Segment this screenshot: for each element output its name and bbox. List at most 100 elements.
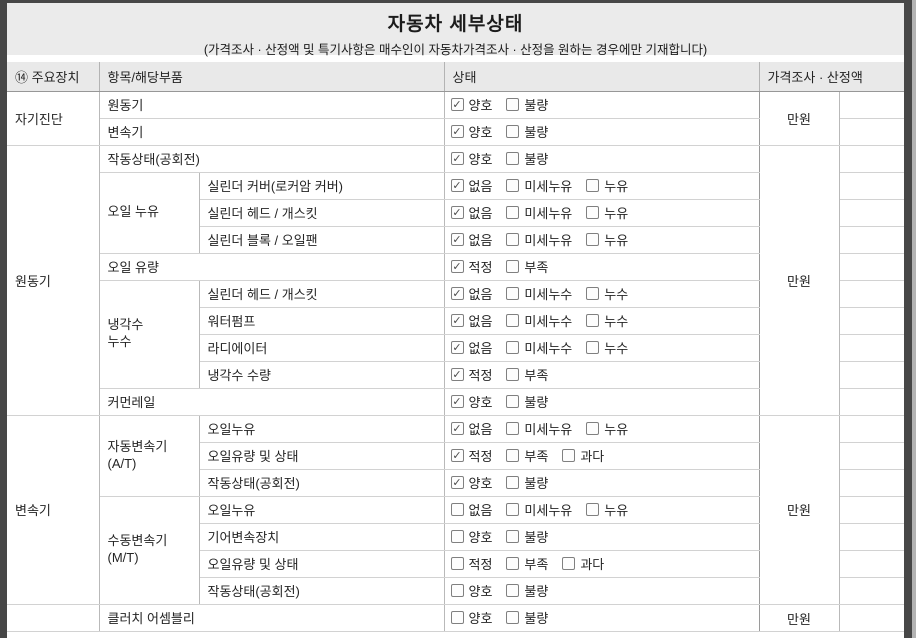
checkbox-unchecked-icon[interactable]: [506, 449, 520, 462]
checkbox-unchecked-icon[interactable]: [450, 530, 464, 543]
checkbox-checked-icon[interactable]: ✓: [450, 260, 464, 273]
checkbox-unchecked-icon[interactable]: [506, 611, 520, 624]
status-option[interactable]: ✓ 양호: [450, 149, 492, 168]
status-option[interactable]: 과다: [562, 446, 604, 465]
status-option[interactable]: 미세누유: [506, 419, 572, 438]
status-option[interactable]: 누수: [586, 284, 628, 303]
checkbox-unchecked-icon[interactable]: [506, 287, 520, 300]
status-option[interactable]: 양호: [450, 608, 492, 627]
checkbox-unchecked-icon[interactable]: [506, 422, 520, 435]
status-option[interactable]: 누유: [586, 176, 628, 195]
status-option[interactable]: 부족: [506, 554, 548, 573]
status-option[interactable]: 불량: [506, 473, 548, 492]
checkbox-unchecked-icon[interactable]: [506, 503, 520, 516]
status-option[interactable]: ✓ 양호: [450, 95, 492, 114]
status-option[interactable]: 불량: [506, 122, 548, 141]
checkbox-unchecked-icon[interactable]: [506, 584, 520, 597]
checkbox-unchecked-icon[interactable]: [506, 206, 520, 219]
status-option[interactable]: ✓ 양호: [450, 473, 492, 492]
checkbox-unchecked-icon[interactable]: [506, 260, 520, 273]
checkbox-unchecked-icon[interactable]: [506, 368, 520, 381]
checkbox-unchecked-icon[interactable]: [506, 341, 520, 354]
checkbox-unchecked-icon[interactable]: [562, 449, 576, 462]
status-option[interactable]: ✓ 양호: [450, 122, 492, 141]
status-option[interactable]: ✓ 적정: [450, 257, 492, 276]
status-option[interactable]: 불량: [506, 392, 548, 411]
status-option[interactable]: ✓ 없음: [450, 230, 492, 249]
status-option[interactable]: ✓ 없음: [450, 311, 492, 330]
status-option[interactable]: 누유: [586, 203, 628, 222]
checkbox-checked-icon[interactable]: ✓: [450, 368, 464, 381]
status-option[interactable]: 부족: [506, 365, 548, 384]
checkbox-unchecked-icon[interactable]: [586, 179, 600, 192]
checkbox-unchecked-icon[interactable]: [586, 503, 600, 516]
status-option[interactable]: ✓ 없음: [450, 203, 492, 222]
status-option[interactable]: ✓ 없음: [450, 419, 492, 438]
checkbox-checked-icon[interactable]: ✓: [450, 287, 464, 300]
checkbox-unchecked-icon[interactable]: [506, 233, 520, 246]
checkbox-unchecked-icon[interactable]: [506, 395, 520, 408]
checkbox-unchecked-icon[interactable]: [506, 152, 520, 165]
status-option[interactable]: ✓ 없음: [450, 338, 492, 357]
checkbox-unchecked-icon[interactable]: [586, 233, 600, 246]
status-option[interactable]: ✓ 없음: [450, 176, 492, 195]
status-option[interactable]: 부족: [506, 446, 548, 465]
checkbox-unchecked-icon[interactable]: [450, 584, 464, 597]
checkbox-checked-icon[interactable]: ✓: [450, 314, 464, 327]
checkbox-checked-icon[interactable]: ✓: [450, 449, 464, 462]
checkbox-checked-icon[interactable]: ✓: [450, 476, 464, 489]
checkbox-unchecked-icon[interactable]: [586, 287, 600, 300]
checkbox-unchecked-icon[interactable]: [506, 557, 520, 570]
checkbox-unchecked-icon[interactable]: [506, 314, 520, 327]
status-option[interactable]: 미세누유: [506, 230, 572, 249]
checkbox-checked-icon[interactable]: ✓: [450, 422, 464, 435]
checkbox-unchecked-icon[interactable]: [586, 206, 600, 219]
status-option[interactable]: 양호: [450, 527, 492, 546]
status-option[interactable]: 과다: [562, 554, 604, 573]
status-option[interactable]: ✓ 양호: [450, 392, 492, 411]
status-option[interactable]: 미세누유: [506, 203, 572, 222]
checkbox-checked-icon[interactable]: ✓: [450, 179, 464, 192]
status-option[interactable]: 누유: [586, 419, 628, 438]
checkbox-checked-icon[interactable]: ✓: [450, 125, 464, 138]
status-option[interactable]: 누유: [586, 500, 628, 519]
status-option[interactable]: 미세누수: [506, 338, 572, 357]
status-option[interactable]: 불량: [506, 581, 548, 600]
checkbox-unchecked-icon[interactable]: [586, 422, 600, 435]
checkbox-checked-icon[interactable]: ✓: [450, 341, 464, 354]
status-option[interactable]: 적정: [450, 554, 492, 573]
checkbox-unchecked-icon[interactable]: [450, 503, 464, 516]
checkbox-unchecked-icon[interactable]: [506, 476, 520, 489]
status-option[interactable]: 양호: [450, 581, 492, 600]
checkbox-checked-icon[interactable]: ✓: [450, 395, 464, 408]
checkbox-unchecked-icon[interactable]: [562, 557, 576, 570]
status-option[interactable]: 미세누수: [506, 284, 572, 303]
status-option[interactable]: 불량: [506, 608, 548, 627]
checkbox-unchecked-icon[interactable]: [506, 530, 520, 543]
checkbox-unchecked-icon[interactable]: [506, 98, 520, 111]
status-option[interactable]: 불량: [506, 527, 548, 546]
status-option[interactable]: ✓ 적정: [450, 446, 492, 465]
status-option[interactable]: 부족: [506, 257, 548, 276]
checkbox-unchecked-icon[interactable]: [450, 557, 464, 570]
checkbox-unchecked-icon[interactable]: [586, 341, 600, 354]
status-option[interactable]: 미세누유: [506, 500, 572, 519]
checkbox-unchecked-icon[interactable]: [586, 314, 600, 327]
checkbox-unchecked-icon[interactable]: [450, 611, 464, 624]
status-option[interactable]: 불량: [506, 149, 548, 168]
checkbox-unchecked-icon[interactable]: [506, 179, 520, 192]
status-option[interactable]: 미세누유: [506, 176, 572, 195]
status-option[interactable]: 없음: [450, 500, 492, 519]
status-option[interactable]: 불량: [506, 95, 548, 114]
checkbox-checked-icon[interactable]: ✓: [450, 206, 464, 219]
checkbox-checked-icon[interactable]: ✓: [450, 233, 464, 246]
checkbox-checked-icon[interactable]: ✓: [450, 152, 464, 165]
status-option[interactable]: ✓ 적정: [450, 365, 492, 384]
status-option[interactable]: 미세누수: [506, 311, 572, 330]
status-option[interactable]: 누수: [586, 311, 628, 330]
checkbox-unchecked-icon[interactable]: [506, 125, 520, 138]
status-option[interactable]: 누유: [586, 230, 628, 249]
status-option[interactable]: 누수: [586, 338, 628, 357]
checkbox-checked-icon[interactable]: ✓: [450, 98, 464, 111]
status-option[interactable]: ✓ 없음: [450, 284, 492, 303]
